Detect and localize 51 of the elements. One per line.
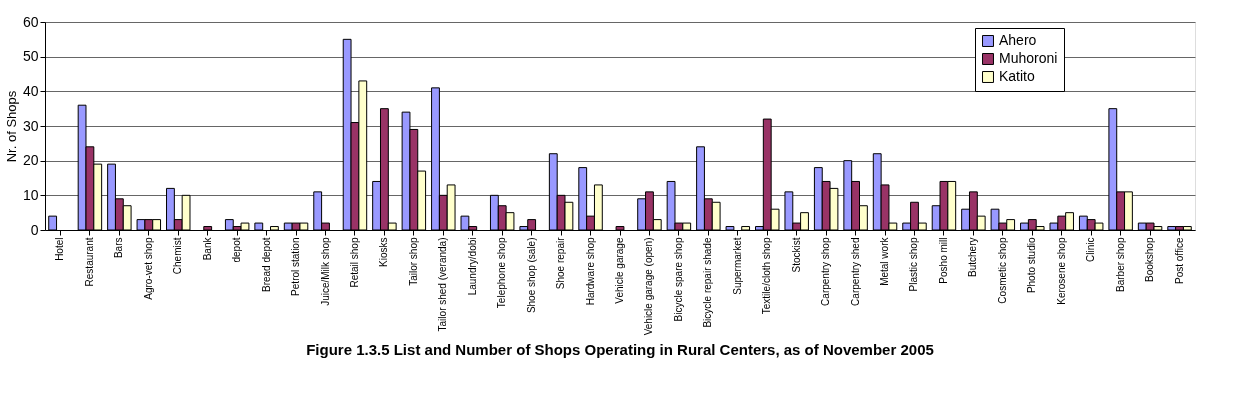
- x-tick-label: Bicycle spare shop: [672, 237, 684, 322]
- x-tick-label: Posho mill: [937, 237, 949, 284]
- x-tick-label: Vehicle garage: [614, 237, 625, 304]
- x-tick-label: Juice/Milk shop: [319, 237, 331, 306]
- x-tick-label: Bicycle repair shade: [702, 237, 714, 328]
- x-tick-label: Agro-vet shop: [142, 237, 154, 300]
- y-tick-label: 30: [22, 117, 39, 134]
- x-tick-label: Supermarket: [731, 237, 743, 295]
- y-tick-label: 0: [30, 221, 39, 238]
- x-tick-label: Bars: [113, 237, 125, 259]
- x-tick-label: Retail shop: [348, 237, 360, 288]
- x-tick-label: Petrol station: [290, 237, 302, 296]
- x-tick-label: Hardware shop: [584, 237, 596, 306]
- x-tick-label: Shoe repair: [555, 236, 567, 290]
- legend-label: Muhoroni: [999, 50, 1058, 66]
- x-tick-label: Chemist: [172, 237, 184, 275]
- x-tick-label: Plastic shop: [908, 237, 920, 292]
- x-tick-label: Tailor shed (veranda): [437, 237, 449, 332]
- x-tick-label: Shoe shop (sale): [525, 237, 537, 314]
- legend-label: Ahero: [999, 32, 1037, 48]
- x-tick-label: Textile/cloth shop: [761, 237, 773, 315]
- x-tick-label: Tailor shop: [407, 237, 419, 286]
- x-tick-label: Bread depot: [260, 237, 272, 292]
- y-axis-title: Nr. of Shops: [3, 90, 19, 163]
- y-tick-label: 60: [22, 13, 39, 30]
- y-tick-label: 10: [22, 186, 39, 203]
- x-tick-label: Carpentry shed: [849, 237, 861, 306]
- x-tick-label: Clinic: [1085, 237, 1097, 262]
- x-tick-label: Stockist: [790, 237, 802, 273]
- x-tick-label: Photo studio: [1026, 237, 1038, 294]
- x-tick-label: Bookshop: [1144, 237, 1156, 282]
- x-tick-label: Restaurant: [83, 237, 95, 287]
- x-tick-label: Post office: [1173, 237, 1185, 285]
- y-tick-label: 40: [22, 82, 39, 99]
- x-tick-label: depot: [231, 237, 243, 263]
- x-tick-label: Metal work: [879, 236, 891, 286]
- x-tick-label: Vehicle garage (open): [643, 237, 655, 336]
- y-tick-label: 20: [22, 152, 39, 169]
- text: Figure 1.3.5 List and Number of Shops Operating in Rural Centers, as of November 2005: [306, 340, 934, 358]
- x-tick-label: Kiosks: [378, 237, 390, 267]
- x-tick-label: Bank: [201, 236, 213, 261]
- x-tick-label: Butchery: [967, 237, 979, 277]
- x-tick-label: Cosmetic shop: [996, 237, 1008, 304]
- x-tick-label: Carpentry shop: [820, 237, 832, 306]
- x-tick-label: Hotel: [54, 237, 66, 261]
- legend-label: Katito: [999, 68, 1036, 84]
- x-tick-label: Laundry/dobi: [466, 237, 478, 296]
- y-tick-label: 50: [22, 48, 39, 65]
- x-tick-label: Telephone shop: [496, 237, 508, 309]
- x-tick-label: Barber shop: [1114, 237, 1126, 292]
- x-tick-label: Kerosene shop: [1055, 237, 1067, 305]
